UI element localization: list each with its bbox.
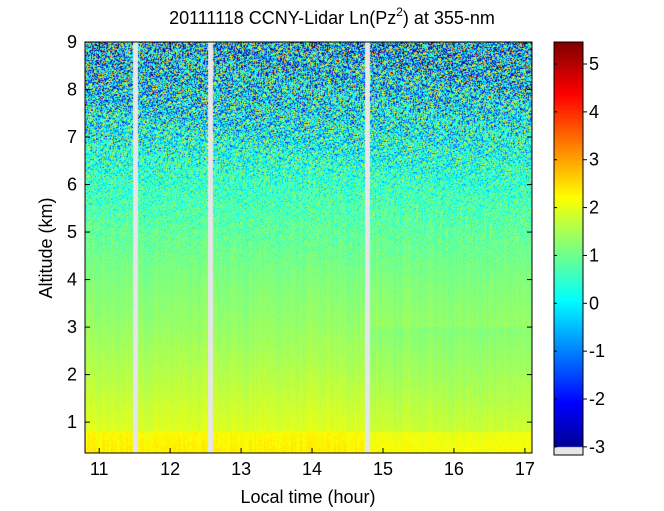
y-tick-label: 9 bbox=[67, 32, 77, 52]
y-tick-label: 2 bbox=[67, 365, 77, 385]
colorbar-tick-label: -2 bbox=[589, 389, 605, 409]
colorbar-tick-label: 4 bbox=[589, 102, 599, 122]
colorbar-tick-label: 2 bbox=[589, 198, 599, 218]
colorbar-tick-label: 0 bbox=[589, 293, 599, 313]
y-tick-label: 1 bbox=[67, 412, 77, 432]
y-axis-label: Altitude (km) bbox=[36, 197, 56, 298]
y-tick-label: 4 bbox=[67, 270, 77, 290]
colorbar-tick-label: -3 bbox=[589, 437, 605, 457]
y-tick-label: 7 bbox=[67, 127, 77, 147]
y-tick-label: 8 bbox=[67, 80, 77, 100]
x-tick-label: 17 bbox=[515, 459, 535, 479]
colorbar-frame bbox=[553, 41, 584, 456]
colorbar-tick-label: -1 bbox=[589, 341, 605, 361]
x-tick-label: 12 bbox=[160, 459, 180, 479]
x-tick-label: 11 bbox=[90, 459, 109, 479]
colorbar-tick-label: 3 bbox=[589, 150, 599, 170]
y-tick-label: 3 bbox=[67, 317, 77, 337]
chart-title: 20111118 CCNY-Lidar Ln(Pz2) at 355-nm bbox=[169, 5, 495, 28]
x-tick-label: 15 bbox=[373, 459, 393, 479]
y-tick-label: 5 bbox=[67, 222, 77, 242]
x-tick-label: 14 bbox=[302, 459, 322, 479]
colorbar-tick-label: 5 bbox=[589, 54, 599, 74]
x-axis-label: Local time (hour) bbox=[240, 487, 375, 507]
colorbar-tick-label: 1 bbox=[589, 245, 599, 265]
x-tick-label: 13 bbox=[231, 459, 251, 479]
x-tick-label: 16 bbox=[444, 459, 464, 479]
y-tick-label: 6 bbox=[67, 175, 77, 195]
plot-frame bbox=[84, 41, 533, 454]
